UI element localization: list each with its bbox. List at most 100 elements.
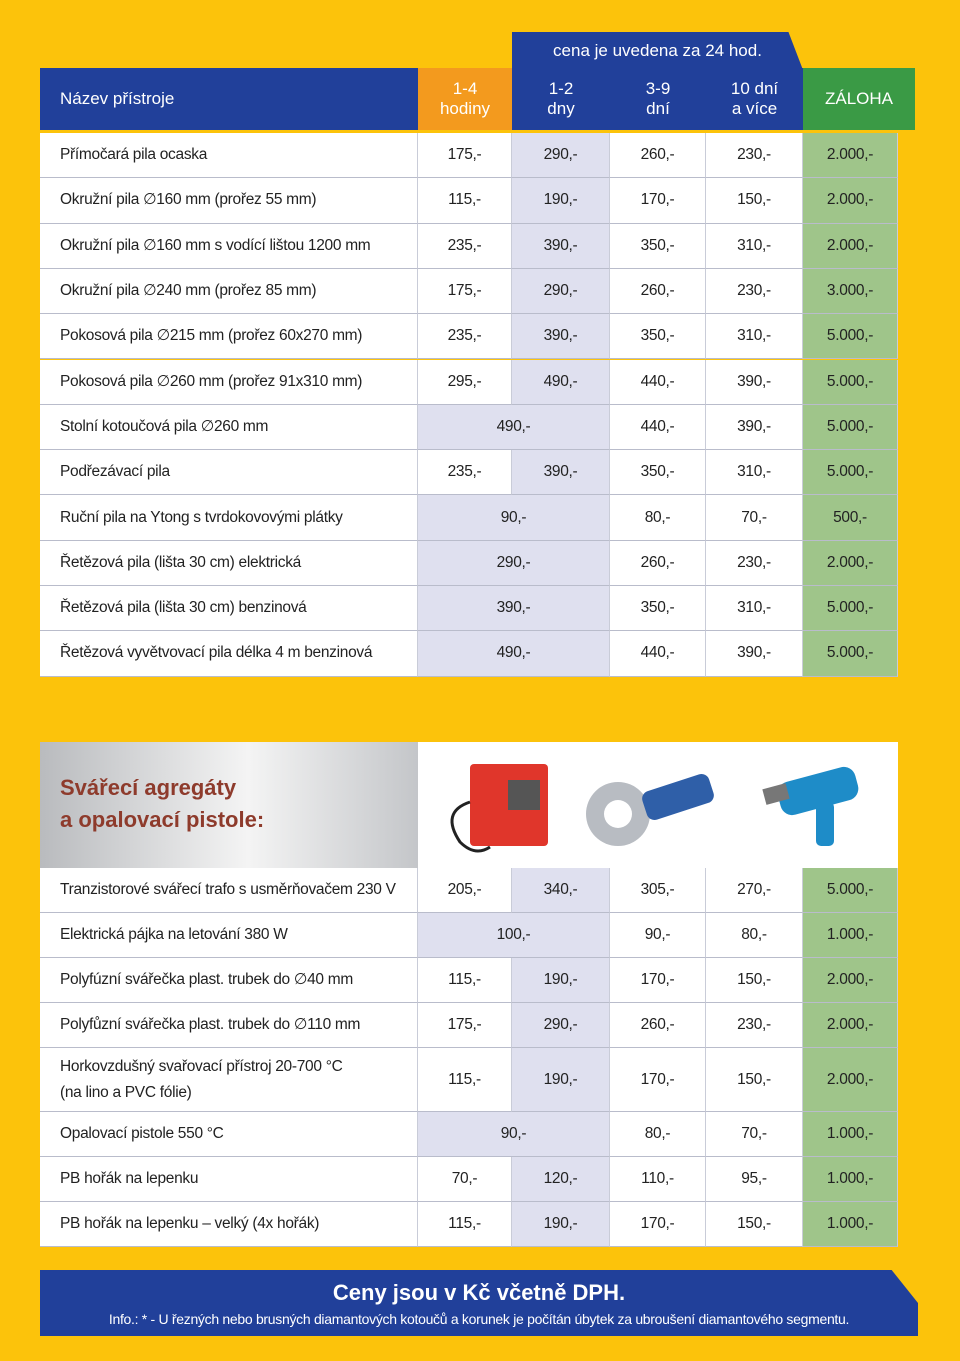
price-cell: 440,- [610, 631, 706, 677]
price-cell: 305,- [610, 868, 706, 913]
price-cell: 340,- [512, 868, 610, 913]
price-cell: 290,- [418, 540, 610, 586]
price-cell: 1.000,- [803, 1202, 898, 1247]
price-cell: 5.000,- [803, 450, 898, 496]
price-cell: 70,- [418, 1157, 512, 1202]
price-cell: 5.000,- [803, 868, 898, 913]
price-cell: 3.000,- [803, 268, 898, 315]
price-cell: 5.000,- [803, 314, 898, 360]
price-cell: 490,- [418, 404, 610, 451]
price-cell: 310,- [706, 314, 803, 360]
price-cell: 260,- [610, 268, 706, 315]
welder-panel [508, 780, 540, 810]
price-cell: 235,- [418, 450, 512, 496]
name-header: Název přístroje [60, 89, 175, 108]
row-name: Podřezávací pila [40, 450, 418, 496]
product-images [450, 764, 859, 853]
price-cell: 170,- [610, 1202, 706, 1247]
price-cell: 170,- [610, 1048, 706, 1112]
price-cell: 230,- [706, 540, 803, 586]
row-name: Okružní pila ∅240 mm (prořez 85 mm) [40, 268, 418, 315]
price-cell: 115,- [418, 958, 512, 1003]
price-cell: 5.000,- [803, 586, 898, 632]
price-cell: 390,- [512, 450, 610, 496]
price-note: cena je uvedena za 24 hod. [553, 41, 762, 60]
price-cell: 2.000,- [803, 1048, 898, 1112]
price-cell: 150,- [706, 1048, 803, 1112]
price-cell: 390,- [706, 359, 803, 405]
footer-title: Ceny jsou v Kč včetně DPH. [332, 1280, 626, 1305]
row-name: Horkovzdušný svařovací přístroj 20-700 °… [40, 1048, 418, 1112]
image-panel [418, 742, 898, 868]
price-cell: 310,- [706, 450, 803, 496]
price-cell: 2.000,- [803, 958, 898, 1003]
column-header: ZÁLOHA [803, 68, 915, 130]
row-name: Přímočará pila ocaska [40, 133, 418, 179]
row-name: Opalovací pistole 550 °C [40, 1112, 418, 1157]
price-cell: 260,- [610, 133, 706, 179]
price-cell: 1.000,- [803, 1112, 898, 1157]
price-cell: 235,- [418, 223, 512, 269]
price-cell: 350,- [610, 586, 706, 632]
price-cell: 5.000,- [803, 359, 898, 405]
price-cell: 205,- [418, 868, 512, 913]
price-cell: 90,- [610, 913, 706, 958]
price-cell: 390,- [512, 314, 610, 360]
price-cell: 440,- [610, 359, 706, 405]
heat-gun-image [777, 766, 859, 816]
heat-gun-handle [816, 802, 834, 846]
price-cell: 290,- [512, 1003, 610, 1048]
price-cell: 175,- [418, 1003, 512, 1048]
row-name: Pokosová pila ∅215 mm (prořez 60x270 mm) [40, 314, 418, 360]
price-cell: 350,- [610, 314, 706, 360]
row-name: Elektrická pájka na letování 380 W [40, 913, 418, 958]
pipe-welder-hole [604, 800, 632, 828]
price-cell: 115,- [418, 1202, 512, 1247]
price-cell: 100,- [418, 913, 610, 958]
footer-info: Info.: * - U řezných nebo brusných diama… [108, 1311, 850, 1327]
row-name: Pokosová pila ∅260 mm (prořez 91x310 mm) [40, 359, 418, 405]
price-cell: 2.000,- [803, 178, 898, 224]
price-cell: 290,- [512, 268, 610, 315]
row-name: Řetězová pila (lišta 30 cm) elektrická [40, 540, 418, 586]
price-cell: 230,- [706, 133, 803, 179]
row-name: Polyfůzní svářečka plast. trubek do ∅110… [40, 1003, 418, 1048]
price-cell: 295,- [418, 359, 512, 405]
price-cell: 110,- [610, 1157, 706, 1202]
price-cell: 70,- [706, 1112, 803, 1157]
price-cell: 150,- [706, 178, 803, 224]
row-name: Řetězová vyvětvovací pila délka 4 m benz… [40, 631, 418, 677]
price-cell: 350,- [610, 223, 706, 269]
price-cell: 170,- [610, 178, 706, 224]
price-cell: 190,- [512, 1048, 610, 1112]
column-header: 3-9 dní [645, 79, 671, 118]
column-header: 1-2 dny [547, 79, 575, 118]
row-name: Ruční pila na Ytong s tvrdokovovými plát… [40, 495, 418, 541]
price-cell: 120,- [512, 1157, 610, 1202]
price-cell: 390,- [418, 586, 610, 632]
price-cell: 390,- [512, 223, 610, 269]
price-cell: 5.000,- [803, 404, 898, 451]
row-name: PB hořák na lepenku – velký (4x hořák) [40, 1202, 418, 1247]
price-cell: 70,- [706, 495, 803, 541]
price-cell: 350,- [610, 450, 706, 496]
price-cell: 190,- [512, 1202, 610, 1247]
row-name: Stolní kotoučová pila ∅260 mm [40, 404, 418, 451]
price-cell: 270,- [706, 868, 803, 913]
price-cell: 80,- [610, 495, 706, 541]
welder-cable [450, 800, 491, 853]
price-cell: 440,- [610, 404, 706, 451]
price-cell: 390,- [706, 631, 803, 677]
price-cell: 90,- [418, 1112, 610, 1157]
row-name: Polyfúzní svářečka plast. trubek do ∅40 … [40, 958, 418, 1003]
price-cell: 115,- [418, 178, 512, 224]
pipe-welder-handle [642, 773, 714, 821]
row-name: Tranzistorové svářecí trafo s usměrňovač… [40, 868, 418, 913]
price-cell: 500,- [803, 495, 898, 541]
price-cell: 230,- [706, 268, 803, 315]
price-cell: 1.000,- [803, 913, 898, 958]
price-cell: 80,- [706, 913, 803, 958]
price-cell: 235,- [418, 314, 512, 360]
price-cell: 2.000,- [803, 540, 898, 586]
